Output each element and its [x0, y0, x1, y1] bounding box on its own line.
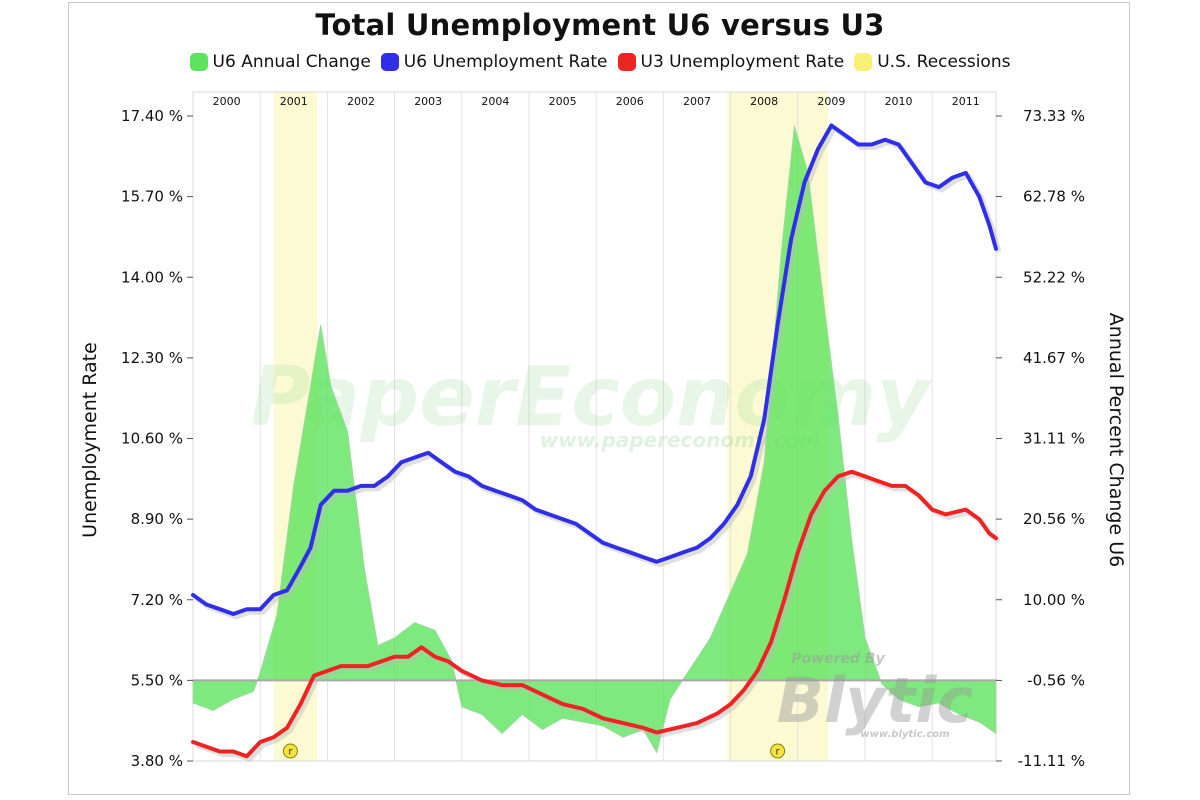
legend-swatch	[189, 53, 208, 71]
left-tick-label: 5.50 %	[131, 671, 183, 689]
year-label: 2009	[817, 95, 845, 108]
blytic-url-text: www.blytic.com	[860, 729, 949, 740]
left-tick-label: 3.80 %	[131, 752, 183, 770]
y-axis-right-title: Annual Percent Change U6	[1105, 313, 1127, 567]
legend-label: U6 Annual Change	[212, 52, 371, 72]
year-label: 2001	[280, 95, 308, 108]
legend-swatch	[617, 53, 636, 71]
blytic-logo-text: Blytic	[777, 664, 974, 737]
legend-swatch	[380, 53, 399, 71]
year-label: 2004	[481, 95, 509, 108]
chart-legend: U6 Annual Change U6 Unemployment Rate U3 U…	[0, 52, 1200, 72]
year-label: 2008	[750, 95, 778, 108]
left-tick-label: 15.70 %	[121, 188, 183, 206]
right-tick-label: 73.33 %	[1023, 107, 1085, 125]
year-label: 2007	[683, 95, 711, 108]
legend-label: U3 Unemployment Rate	[640, 52, 845, 72]
legend-item[interactable]: U6 Annual Change	[189, 52, 371, 72]
chart-title: Total Unemployment U6 versus U3	[315, 8, 885, 42]
right-tick-label: 10.00 %	[1023, 591, 1085, 609]
year-label: 2003	[414, 95, 442, 108]
recession-marker-icon	[282, 743, 298, 759]
right-tick-label: -11.11 %	[1018, 752, 1085, 770]
u6-annual-change-area	[192, 126, 997, 754]
left-tick-label: 8.90 %	[131, 510, 183, 528]
year-label: 2011	[952, 95, 980, 108]
right-tick-label: 31.11 %	[1023, 430, 1085, 448]
year-label: 2010	[885, 95, 913, 108]
recession-marker-label: r	[776, 747, 781, 758]
year-label: 2005	[549, 95, 577, 108]
y-axis-left-title: Unemployment Rate	[79, 342, 101, 538]
chart-frame	[68, 2, 1130, 795]
left-tick-label: 7.20 %	[131, 591, 183, 609]
right-tick-label: 52.22 %	[1023, 268, 1085, 286]
year-label: 2002	[347, 95, 375, 108]
right-tick-label: 20.56 %	[1023, 510, 1085, 528]
legend-label: U6 Unemployment Rate	[403, 52, 608, 72]
left-tick-label: 17.40 %	[121, 107, 183, 125]
recession-marker-icon	[770, 743, 786, 759]
legend-item[interactable]: U6 Unemployment Rate	[380, 52, 608, 72]
right-tick-label: 41.67 %	[1023, 349, 1085, 367]
powered-by-text: Powered By	[791, 651, 885, 667]
legend-item[interactable]: U3 Unemployment Rate	[617, 52, 845, 72]
right-tick-label: 62.78 %	[1023, 188, 1085, 206]
plot-border	[192, 91, 997, 762]
legend-label: U.S. Recessions	[877, 52, 1011, 72]
u6-unemployment-line	[191, 123, 998, 616]
right-tick-label: -0.56 %	[1027, 671, 1085, 689]
year-label: 2006	[616, 95, 644, 108]
left-tick-label: 12.30 %	[121, 349, 183, 367]
left-tick-label: 10.60 %	[121, 430, 183, 448]
left-tick-label: 14.00 %	[121, 268, 183, 286]
legend-swatch	[854, 53, 873, 71]
recession-marker-label: r	[288, 747, 293, 758]
legend-item[interactable]: U.S. Recessions	[854, 52, 1010, 72]
year-label: 2000	[213, 95, 241, 108]
u3-unemployment-line	[191, 469, 998, 759]
